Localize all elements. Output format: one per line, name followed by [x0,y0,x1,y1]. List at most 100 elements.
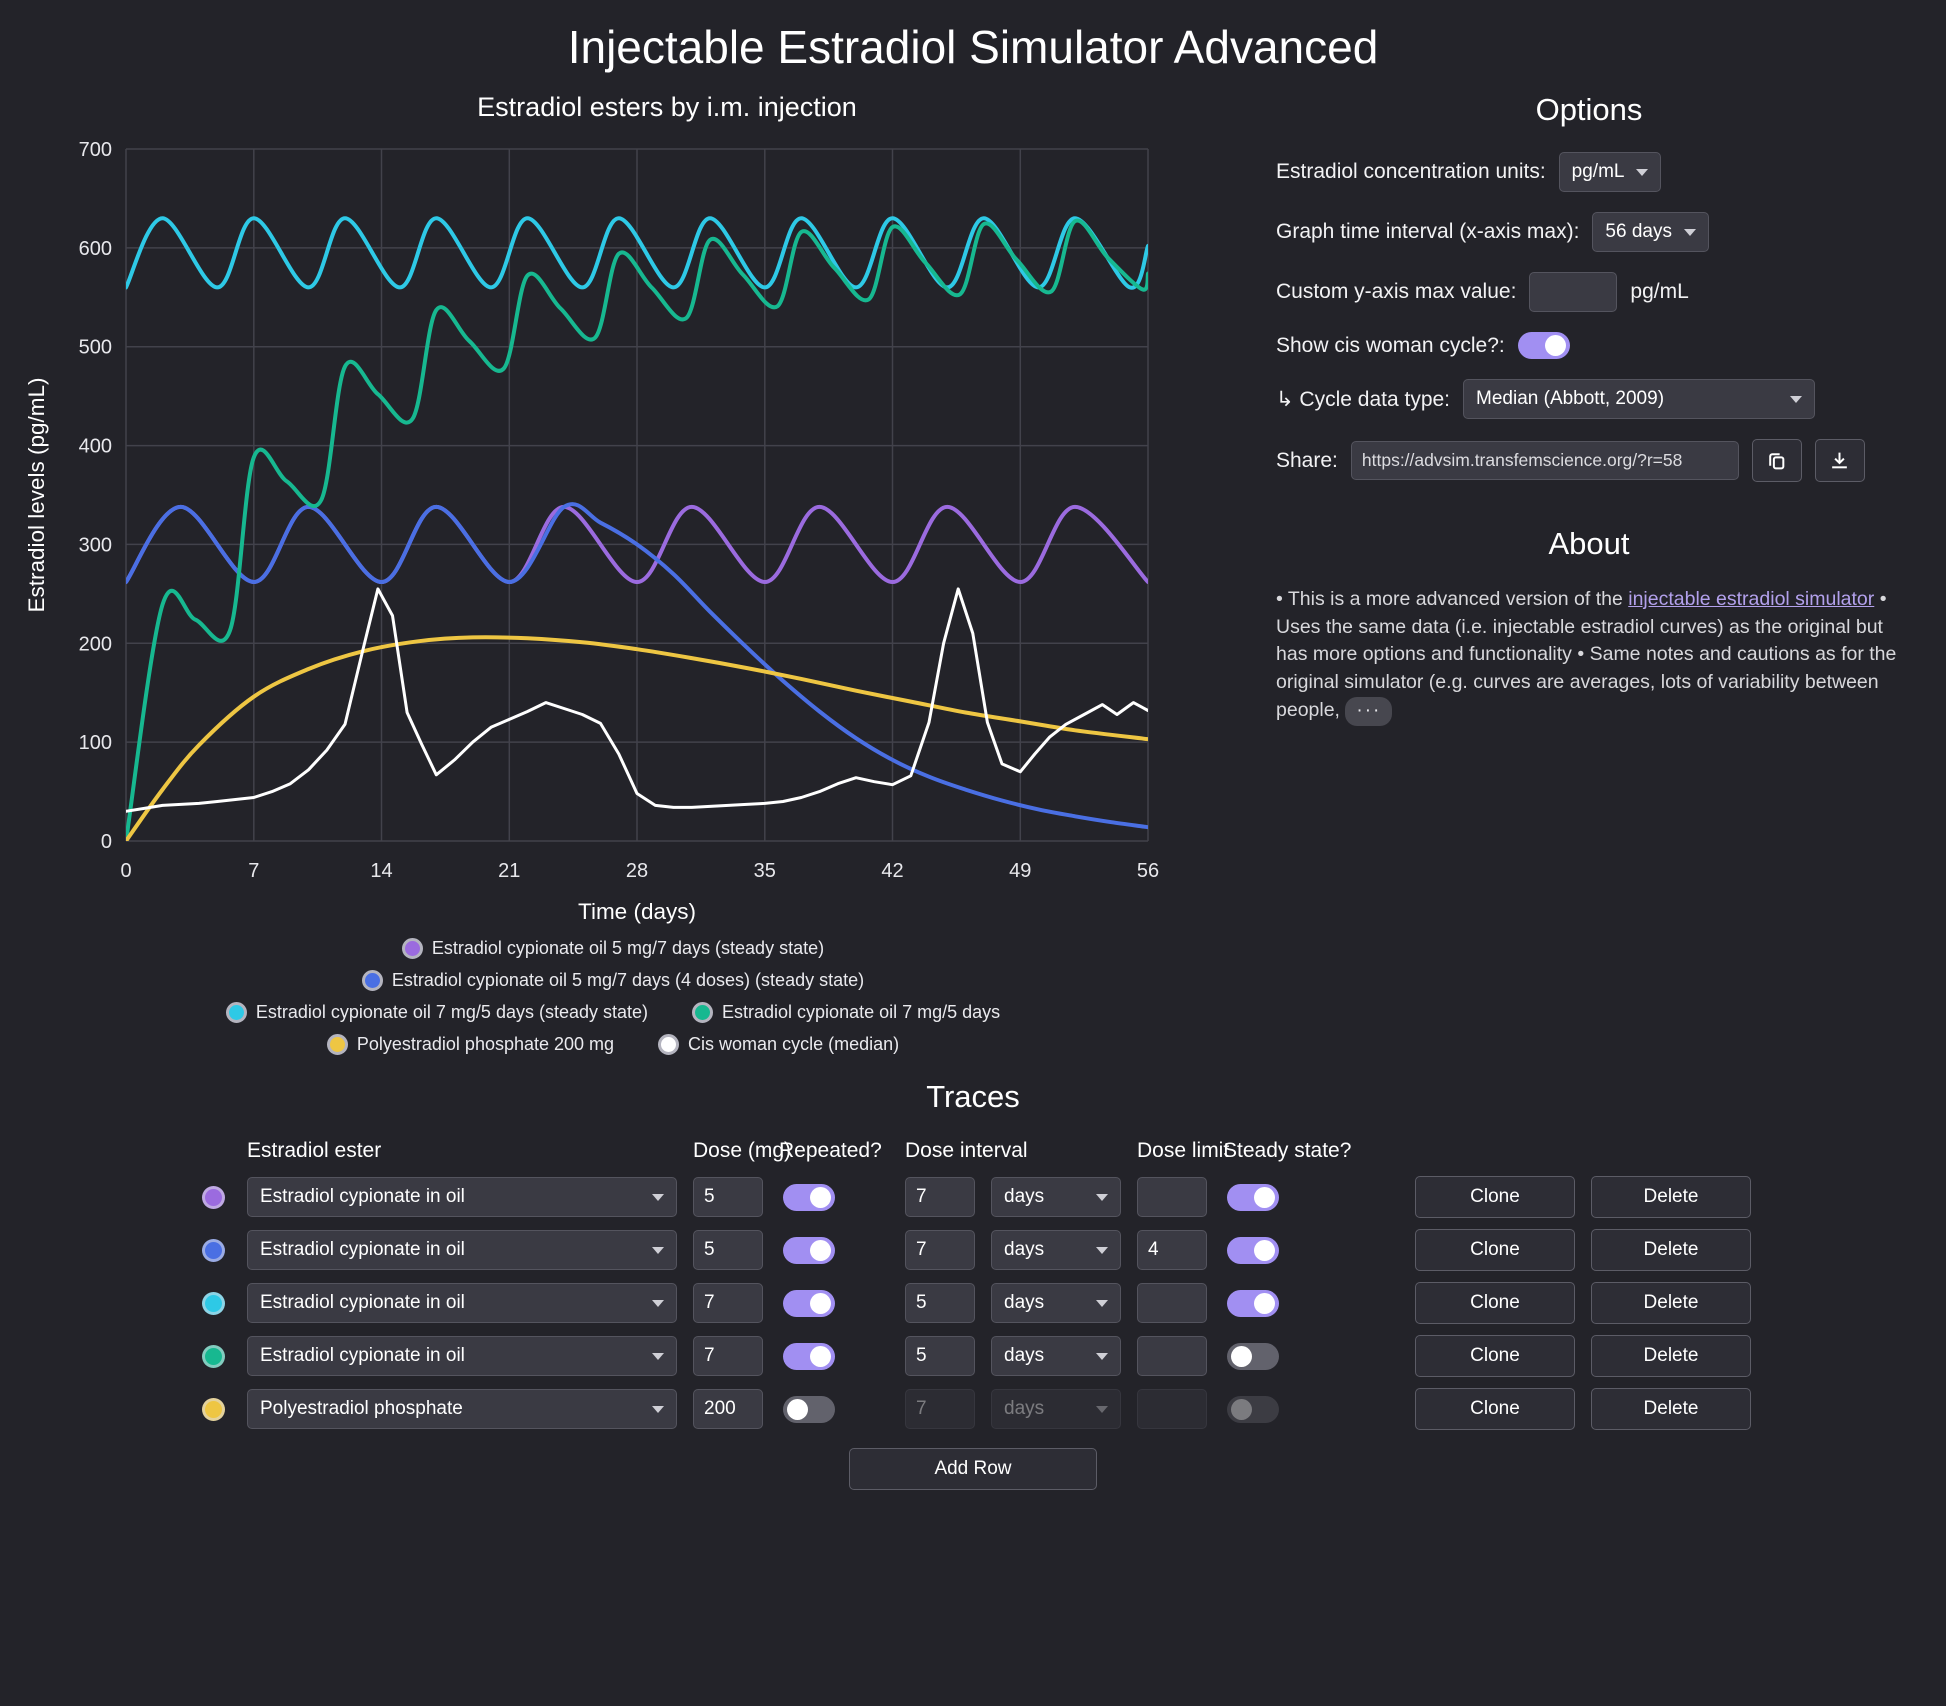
legend-label: Estradiol cypionate oil 5 mg/7 days (4 d… [391,970,865,990]
dose-limit-input[interactable] [1137,1336,1207,1376]
interval-unit-select[interactable]: days [991,1336,1121,1376]
legend-marker [225,1002,247,1023]
main-content: Estradiol esters by i.m. injection 0 7 14 2… [0,78,1946,1055]
legend-marker [692,1002,714,1023]
interval-input[interactable] [905,1177,975,1217]
injectable-simulator-link[interactable]: injectable estradiol simulator [1628,588,1875,610]
ester-select[interactable]: Estradiol cypionate in oil [247,1230,677,1270]
chevron-down-icon [1096,1193,1108,1201]
delete-button[interactable]: Delete [1591,1388,1751,1430]
legend-item[interactable]: Estradiol cypionate oil 5 mg/7 days (4 d… [361,970,865,991]
ester-select[interactable]: Estradiol cypionate in oil [247,1336,677,1376]
legend-item[interactable]: Polyestradiol phosphate 200 mg [326,1034,614,1055]
delete-button[interactable]: Delete [1591,1229,1751,1271]
interval-input[interactable] [905,1336,975,1376]
legend-item[interactable]: Estradiol cypionate oil 5 mg/7 days (ste… [401,938,824,959]
trace-color-dot [201,1238,225,1262]
ymax-input[interactable] [1529,272,1618,312]
dose-limit-input[interactable] [1137,1389,1207,1429]
cycle-type-row: ↳ Cycle data type: Median (Abbott, 2009) [1276,379,1902,419]
copy-icon [1769,453,1785,470]
chevron-down-icon [1096,1246,1108,1254]
share-input[interactable] [1350,441,1739,480]
expand-ellipsis-button[interactable]: ··· [1345,696,1393,726]
delete-button[interactable]: Delete [1591,1282,1751,1324]
trace-row: Estradiol cypionate in oil days Clone Delet… [195,1335,1751,1377]
steady-state-toggle[interactable] [1227,1289,1279,1317]
clone-button[interactable]: Clone [1415,1229,1575,1271]
interval-unit-select[interactable]: days [991,1283,1121,1323]
clone-button[interactable]: Clone [1415,1176,1575,1218]
time-interval-label: Graph time interval (x-axis max): [1276,220,1580,243]
clone-button[interactable]: Clone [1415,1388,1575,1430]
ymax-label: Custom y-axis max value: [1276,280,1517,303]
legend-item[interactable]: Estradiol cypionate oil 7 mg/5 days (ste… [225,1002,648,1023]
copy-button[interactable] [1751,439,1802,482]
legend-marker [401,938,423,959]
units-select[interactable]: pg/mL [1558,152,1662,192]
dose-limit-input[interactable] [1137,1283,1207,1323]
chevron-down-icon [652,1299,664,1307]
cycle-toggle[interactable] [1517,332,1570,359]
dose-input[interactable] [693,1230,763,1270]
chevron-down-icon [652,1193,664,1201]
add-row-button[interactable]: Add Row [849,1448,1097,1490]
interval-input[interactable] [905,1389,975,1429]
delete-button[interactable]: Delete [1591,1176,1751,1218]
ester-select[interactable]: Polyestradiol phosphate [247,1389,677,1429]
ester-select[interactable]: Estradiol cypionate in oil [247,1177,677,1217]
legend-marker [361,970,383,991]
column-header: Dose interval [905,1139,1028,1162]
interval-unit-select[interactable]: days [991,1389,1121,1429]
traces-header-row: Estradiol ester Dose (mg) Repeated? Dose in… [195,1139,1751,1165]
interval-input[interactable] [905,1283,975,1323]
dose-limit-input[interactable] [1137,1177,1207,1217]
legend-item[interactable]: Cis woman cycle (median) [658,1034,899,1055]
repeated-toggle[interactable] [783,1395,835,1423]
dose-input[interactable] [693,1336,763,1376]
steady-state-toggle[interactable] [1227,1342,1279,1370]
chart-panel: Estradiol esters by i.m. injection 0 7 14 2… [0,78,1218,1055]
x-tick-label: 49 [1009,860,1031,882]
cycle-type-select[interactable]: Median (Abbott, 2009) [1463,379,1816,419]
legend-item[interactable]: Estradiol cypionate oil 7 mg/5 days [692,1002,1000,1023]
toggle-knob [1254,1239,1275,1261]
repeated-toggle[interactable] [783,1342,835,1370]
trace-color-dot [201,1291,225,1315]
y-tick-label: 700 [79,139,112,161]
options-heading: Options [1535,92,1643,127]
interval-input[interactable] [905,1230,975,1270]
cycle-toggle-label: Show cis woman cycle?: [1276,333,1505,357]
repeated-toggle[interactable] [783,1236,835,1264]
interval-unit-select[interactable]: days [991,1230,1121,1270]
legend-row: Polyestradiol phosphate 200 mg Cis woman … [326,1034,899,1055]
x-tick-label: 14 [370,860,392,882]
steady-state-toggle[interactable] [1227,1183,1279,1211]
estradiol-chart[interactable]: 0 7 14 21 28 35 42 49 56 0 100 200 300 400 500 600 700 Ti… [8,123,1176,927]
about-text-part: • This is a more advanced version of the [1276,588,1629,610]
interval-unit-select[interactable]: days [991,1177,1121,1217]
clone-button[interactable]: Clone [1415,1282,1575,1324]
clone-button[interactable]: Clone [1415,1335,1575,1377]
x-tick-label: 0 [120,860,131,882]
steady-state-toggle[interactable] [1227,1395,1279,1423]
download-button[interactable] [1814,439,1865,482]
legend-row: Estradiol cypionate oil 5 mg/7 days (4 d… [361,970,865,991]
ester-select[interactable]: Estradiol cypionate in oil [247,1283,677,1323]
delete-button[interactable]: Delete [1591,1335,1751,1377]
time-interval-select[interactable]: 56 days [1592,212,1709,252]
x-axis-title: Time (days) [578,899,696,924]
dose-limit-input[interactable] [1137,1230,1207,1270]
traces-table: Estradiol ester Dose (mg) Repeated? Dose in… [0,1139,1946,1430]
dose-input[interactable] [693,1389,763,1429]
dose-input[interactable] [693,1283,763,1323]
chevron-down-icon [652,1405,664,1413]
repeated-toggle[interactable] [783,1289,835,1317]
x-tick-label: 56 [1137,860,1159,882]
repeated-toggle[interactable] [783,1183,835,1211]
chart-area[interactable]: 0 7 14 21 28 35 42 49 56 0 100 200 300 400 500 600 700 Ti… [8,123,1218,932]
dose-input[interactable] [693,1177,763,1217]
toggle-knob [1254,1186,1275,1208]
traces-section: Traces Estradiol ester Dose (mg) Repeated?… [0,1079,1946,1490]
steady-state-toggle[interactable] [1227,1236,1279,1264]
